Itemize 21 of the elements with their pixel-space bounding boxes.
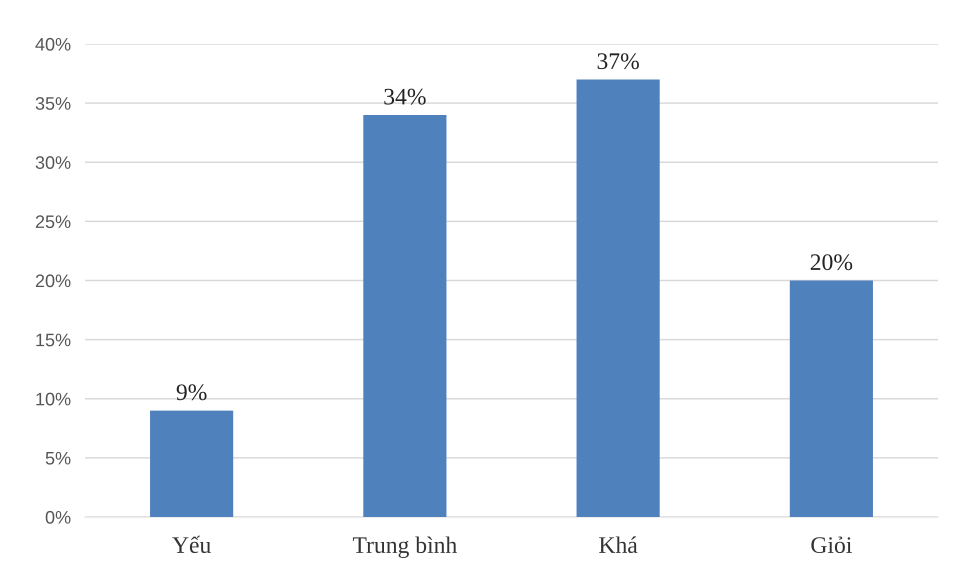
x-tick-label: Giỏi [811,536,852,554]
y-tick-label: 35% [36,97,70,110]
bar [790,280,873,517]
x-tick-label: Khá [599,536,638,554]
y-tick-label: 25% [36,215,70,228]
bar [576,79,660,517]
y-tick-label: 30% [36,156,70,169]
x-tick-label: Trung bình [352,536,457,558]
data-label: 20% [810,254,852,270]
y-tick-label: 15% [36,334,70,346]
y-tick-label: 10% [36,392,70,406]
y-tick-label: 5% [46,452,70,465]
y-tick-label: 20% [36,274,70,288]
x-tick-label: Yếu [172,536,211,554]
bar [363,114,446,517]
y-tick-label: 40% [35,38,70,51]
bar [150,410,234,517]
y-tick-label: 0% [46,510,70,524]
data-label: 34% [384,88,426,105]
data-label: 9% [176,384,207,400]
data-label: 37% [598,53,639,70]
